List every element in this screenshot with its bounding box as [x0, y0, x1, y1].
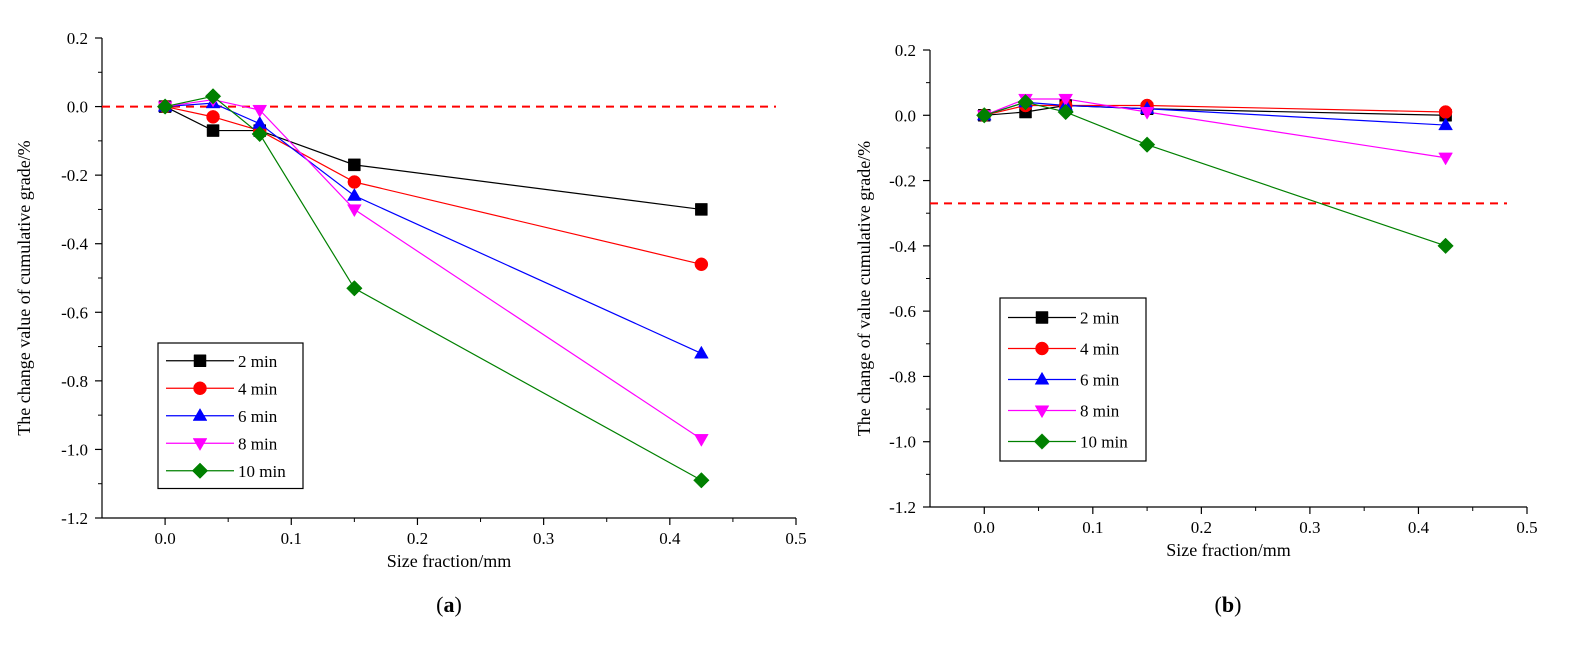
legend-label: 2 min	[238, 352, 278, 371]
x-tick-label: 0.1	[1082, 518, 1103, 537]
x-tick-label: 0.0	[154, 529, 175, 548]
legend: 2 min 4 min 6 min 8 min 10 min	[157, 342, 304, 490]
data-point	[1438, 117, 1453, 131]
x-tick-label: 0.3	[533, 529, 554, 548]
x-tick-label: 0.5	[1516, 518, 1537, 537]
panel-label-letter: b	[1222, 592, 1234, 617]
legend-label: 4 min	[238, 379, 278, 398]
x-tick-label: 0.2	[407, 529, 428, 548]
legend-label: 6 min	[238, 407, 278, 426]
data-point	[347, 188, 362, 201]
data-point	[1437, 237, 1454, 255]
y-tick-label: -0.2	[889, 172, 916, 191]
panel-label-letter: a	[444, 592, 455, 617]
legend: 2 min 4 min 6 min 8 min 10 min	[999, 297, 1147, 462]
legend-label: 8 min	[1080, 402, 1120, 421]
x-tick-label: 0.3	[1299, 518, 1320, 537]
y-tick-label: -0.8	[889, 367, 916, 386]
y-tick-label: 0.2	[67, 29, 88, 48]
y-tick-label: -0.6	[889, 302, 916, 321]
x-tick-label: 0.1	[281, 529, 302, 548]
data-point	[156, 98, 174, 115]
x-axis-title: Size fraction/mm	[387, 551, 511, 571]
data-point	[1138, 136, 1156, 153]
legend-marker	[191, 462, 209, 479]
data-point	[1058, 93, 1074, 107]
y-tick-label: -1.0	[61, 440, 88, 459]
chart-panel-a: 0.2 0.0 -0.2 -0.4 -0.6 -0.8 -1.0 -1.2 0.0 0.1 0.2 0…	[14, 29, 807, 617]
data-point	[1438, 105, 1453, 119]
y-tick-label: -0.4	[889, 237, 916, 256]
chart-panel-b: 0.2 0.0 -0.2 -0.4 -0.6 -0.8 -1.0 -1.2 0.0 0.1 0.2 0…	[854, 41, 1538, 617]
panel-label-close-paren: )	[1234, 592, 1241, 617]
data-point	[1057, 103, 1074, 121]
legend-label: 2 min	[1080, 309, 1120, 328]
data-point	[694, 257, 709, 272]
y-tick-label: -1.2	[889, 498, 916, 517]
x-tick-label: 0.2	[1191, 518, 1212, 537]
data-point	[695, 203, 708, 216]
data-point	[348, 158, 361, 172]
y-tick-label: 0.0	[67, 98, 88, 117]
data-point	[1438, 152, 1453, 166]
data-point	[693, 472, 710, 489]
legend-label: 10 min	[1080, 433, 1128, 452]
legend-marker	[1035, 311, 1049, 324]
legend-marker	[192, 408, 208, 421]
legend-label: 6 min	[1080, 371, 1120, 390]
panel-label-close-paren: )	[455, 592, 462, 617]
y-axis-title: The change value of cumulative grade/%	[14, 140, 34, 435]
legend-marker	[192, 438, 208, 451]
legend-label: 4 min	[1080, 340, 1120, 359]
data-point	[694, 434, 709, 447]
legend-label: 10 min	[238, 462, 286, 481]
data-point	[206, 124, 220, 137]
legend-marker	[1033, 433, 1051, 450]
series-line-2	[165, 102, 702, 354]
y-tick-label: -0.2	[61, 166, 88, 185]
x-axis-title: Size fraction/mm	[1166, 540, 1290, 560]
x-tick-label: 0.4	[659, 529, 681, 548]
x-tick-label: 0.0	[974, 518, 995, 537]
y-tick-label: 0.2	[895, 41, 916, 60]
panel-label: (a)	[436, 592, 462, 617]
panel-label-open-paren: (	[436, 592, 443, 617]
y-tick-label: -0.6	[61, 303, 88, 322]
data-point	[252, 104, 268, 118]
panel-label-open-paren: (	[1215, 592, 1222, 617]
data-point	[694, 345, 709, 359]
legend-marker	[1034, 405, 1050, 419]
panel-label: (b)	[1215, 592, 1242, 617]
x-tick-label: 0.5	[785, 529, 806, 548]
y-axis-title: The change of value cumulative grade/%	[854, 141, 874, 436]
y-tick-label: -1.0	[889, 433, 916, 452]
data-point	[206, 110, 220, 124]
data-point	[976, 107, 993, 124]
data-point	[347, 175, 362, 189]
legend-marker	[1034, 371, 1050, 385]
series-line-4	[984, 101, 1446, 247]
x-tick-label: 0.4	[1408, 518, 1430, 537]
data-point	[251, 125, 268, 143]
data-point	[1017, 94, 1034, 111]
data-point	[1139, 106, 1155, 120]
data-point	[347, 204, 362, 218]
legend-marker	[193, 381, 207, 395]
y-tick-label: 0.0	[895, 106, 916, 125]
legend-marker	[1035, 341, 1049, 356]
y-tick-label: -0.4	[61, 235, 88, 254]
legend-label: 8 min	[238, 434, 278, 453]
legend-marker	[193, 354, 207, 367]
data-point	[346, 280, 363, 297]
data-point	[204, 88, 222, 105]
y-tick-label: -1.2	[61, 509, 88, 528]
y-tick-label: -0.8	[61, 372, 88, 391]
